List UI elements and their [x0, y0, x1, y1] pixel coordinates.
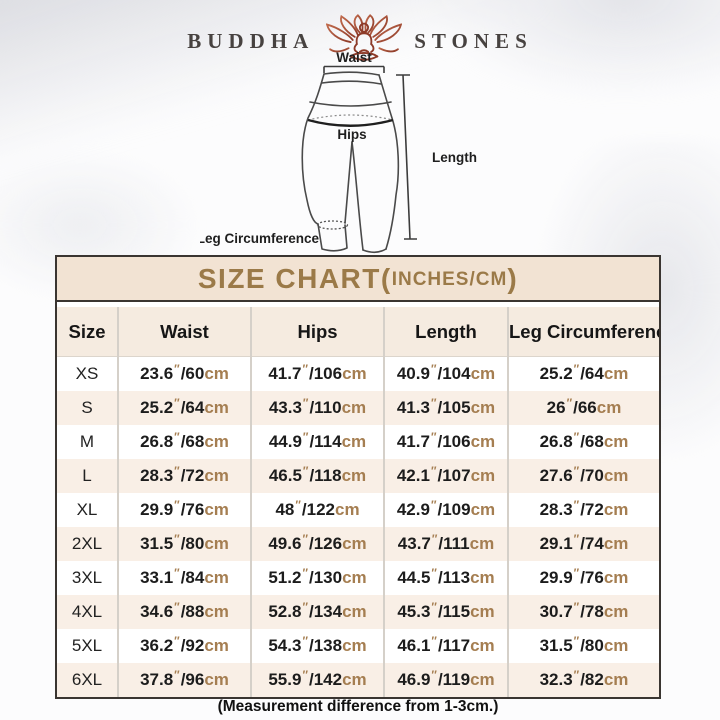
waist-measurement: 29.9″/76cm	[118, 493, 252, 527]
hips-measurement: 49.6″/126cm	[251, 527, 385, 561]
leg-measurement: 29.1″/74cm	[508, 527, 659, 561]
length-measurement: 41.7″/106cm	[384, 425, 509, 459]
hips-measurement: 44.9″/114cm	[251, 425, 385, 459]
leg-measurement: 25.2″/64cm	[539, 364, 629, 383]
leg-measurement: 28.3″/72cm	[539, 500, 629, 519]
column-header-hips: Hips	[251, 307, 385, 357]
hips-measurement: 52.8″/134cm	[251, 595, 385, 629]
pants-measurement-diagram: Waist Hips Length Leg Circumference	[200, 50, 477, 254]
size-value: XL	[57, 493, 119, 527]
waist-measurement: 37.8″/96cm	[118, 663, 252, 697]
size-value: M	[57, 425, 119, 459]
size-row-3xl: 3XL 33.1″/84cm 51.2″/130cm 44.5″/113cm 29.9″…	[57, 561, 659, 595]
size-row-6xl: 6XL 37.8″/96cm 55.9″/142cm 46.9″/119cm 32.3″…	[57, 663, 659, 697]
size-row-4xl: 4XL 34.6″/88cm 52.8″/134cm 45.3″/115cm 30.7″…	[57, 595, 659, 629]
waist-measurement: 25.2″/64cm	[118, 391, 252, 425]
size-row-m: M 26.8″/68cm 44.9″/114cm 41.7″/106cm 26.8″/6…	[57, 425, 659, 459]
leg-measurement: 29.9″/76cm	[539, 568, 629, 587]
brand-name-left: BUDDHA	[187, 28, 315, 53]
size-row-xs: XS 23.6″/60cm 41.7″/106cm 40.9″/104cm 25.2″/…	[57, 356, 659, 391]
size-value: S	[57, 391, 119, 425]
hips-measurement: 41.7″/106cm	[251, 356, 385, 391]
hips-measurement: 55.9″/142cm	[251, 663, 385, 697]
hips-measure-line	[307, 118, 394, 127]
size-value: 2XL	[57, 527, 119, 561]
length-measurement: 44.5″/113cm	[384, 561, 509, 595]
leg-measurement: 30.7″/78cm	[508, 595, 659, 629]
hips-measurement: 54.3″/138cm	[251, 629, 385, 663]
brand-logo: BUDDHA	[0, 14, 720, 68]
title-spacer	[57, 302, 659, 307]
length-measurement: 42.1″/107cm	[384, 459, 509, 493]
hips-measurement: 46.5″/118cm	[251, 459, 385, 493]
waist-measurement: 26.8″/68cm	[118, 425, 252, 459]
waist-measurement: 28.3″/72cm	[118, 459, 252, 493]
pants-outline	[301, 71, 400, 254]
hips-measurement: 51.2″/130cm	[251, 561, 385, 595]
size-row-2xl: 2XL 31.5″/80cm 49.6″/126cm 43.7″/111cm 29.1″…	[57, 527, 659, 561]
hips-measurement: 48″/122cm	[251, 493, 385, 527]
size-chart-title: SIZE CHART(INCHES/CM)	[57, 257, 659, 302]
size-value: L	[57, 459, 119, 493]
waist-measurement: 36.2″/92cm	[118, 629, 252, 663]
title-close: )	[507, 262, 519, 294]
length-measurement: 43.7″/111cm	[384, 527, 509, 561]
hips-label: Hips	[337, 127, 366, 142]
length-dimension-line	[396, 74, 417, 240]
size-value: 3XL	[57, 561, 119, 595]
column-header-length: Length	[384, 307, 509, 357]
leg-measurement: 26″/66cm	[508, 391, 659, 425]
waist-label: Waist	[336, 50, 372, 65]
leg-measurement: 32.3″/82cm	[508, 663, 659, 697]
length-measurement: 41.3″/105cm	[384, 391, 509, 425]
size-value: 6XL	[57, 663, 119, 697]
leg-measurement: 27.6″/70cm	[508, 459, 659, 493]
leg-circumference-label: Leg Circumference	[200, 231, 319, 246]
length-measurement: 46.1″/117cm	[384, 629, 509, 663]
brand-name-right: STONES	[414, 28, 533, 53]
column-header-waist: Waist	[118, 307, 252, 357]
size-value: 5XL	[57, 629, 119, 663]
leg-measurement: 31.5″/80cm	[539, 636, 629, 655]
measurement-note: (Measurement difference from 1-3cm.)	[217, 698, 499, 715]
size-value: 4XL	[57, 595, 119, 629]
title-sub: INCHES/CM	[391, 269, 508, 290]
leg-circumference-line	[316, 220, 349, 230]
column-header-size: Size	[57, 307, 119, 357]
length-measurement: 42.9″/109cm	[384, 493, 509, 527]
waist-dimension-line	[323, 65, 385, 73]
length-measurement: 46.9″/119cm	[384, 663, 509, 697]
waist-measurement: 31.5″/80cm	[118, 527, 252, 561]
hips-measurement: 43.3″/110cm	[251, 391, 385, 425]
hips-dashed-line	[307, 114, 394, 121]
waist-measurement: 23.6″/60cm	[118, 356, 252, 391]
size-row-xl: XL 29.9″/76cm 48″/122cm 42.9″/109cm 28.3″/72…	[57, 493, 659, 527]
size-row-s: S 25.2″/64cm 43.3″/110cm 41.3″/105cm 26″/66c…	[57, 391, 659, 425]
length-measurement: 45.3″/115cm	[384, 595, 509, 629]
title-main: SIZE CHART(	[197, 262, 392, 294]
length-label: Length	[432, 150, 477, 165]
size-chart-panel: SIZE CHART(INCHES/CM) Size Waist Hips Lengt…	[55, 255, 661, 699]
length-measurement: 40.9″/104cm	[384, 356, 509, 391]
size-value: XS	[57, 356, 119, 391]
waist-measurement: 33.1″/84cm	[118, 561, 252, 595]
lotus-meditation-icon	[326, 14, 403, 61]
column-header-leg-circumference: Leg Circumference	[508, 307, 659, 357]
waist-measurement: 34.6″/88cm	[118, 595, 252, 629]
size-row-5xl: 5XL 36.2″/92cm 54.3″/138cm 46.1″/117cm 31.5″…	[57, 629, 659, 663]
size-row-l: L 28.3″/72cm 46.5″/118cm 42.1″/107cm 27.6″/7…	[57, 459, 659, 493]
leg-measurement: 26.8″/68cm	[539, 432, 629, 451]
